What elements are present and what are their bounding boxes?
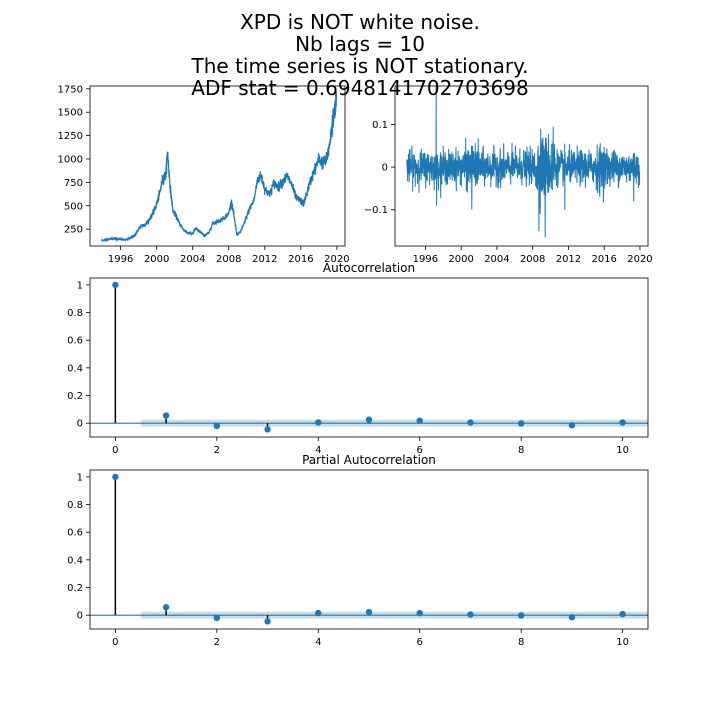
- pacf-ytick-label: 0.4: [67, 555, 83, 566]
- returns-axes: 1996 2000 2004 2008 2012 2016 2020 −0.1 0 0.1: [364, 85, 653, 265]
- price-xtick-label: 2020: [324, 254, 349, 265]
- acf-marker-lag-3: [264, 426, 271, 433]
- returns-plot-area: [406, 86, 640, 238]
- acf-ytick-label: 0: [77, 419, 83, 430]
- acf-ytick-label: 0.4: [67, 363, 83, 374]
- returns-xtick-label: 2012: [556, 254, 581, 265]
- acf-xtick-label: 4: [315, 445, 321, 456]
- price-axes: 1996 2000 2004 2008 2012 2016 2020 250 500 750 100…: [58, 84, 350, 265]
- price-ytick-label: 1500: [58, 108, 83, 119]
- pacf-ytick-label: 1: [77, 472, 83, 483]
- price-xtick-label: 2012: [252, 254, 277, 265]
- pacf-xtick-label: 10: [616, 637, 629, 648]
- pacf-marker-lag-4: [315, 609, 322, 617]
- acf-xtick-label: 6: [417, 445, 423, 456]
- acf-ytick-label: 0.6: [67, 336, 83, 347]
- acf-marker-lag-10: [619, 419, 626, 426]
- pacf-marker-lag-7: [467, 611, 474, 618]
- acf-marker-lag-8: [517, 420, 525, 427]
- pacf-xtick-label: 0: [112, 637, 118, 648]
- acf-ytick-label: 0.2: [67, 391, 83, 402]
- suptitle-line-2: Nb lags = 10: [295, 32, 425, 56]
- price-ytick-label: 500: [64, 201, 83, 212]
- pacf-title: Partial Autocorrelation: [302, 453, 436, 467]
- acf-plot-area: [90, 281, 648, 433]
- returns-ytick-label: 0: [382, 163, 388, 174]
- pacf-ytick-label: 0.2: [67, 583, 83, 594]
- price-xtick-label: 2004: [180, 254, 205, 265]
- acf-xtick-label: 0: [112, 445, 118, 456]
- returns-series-line: [406, 86, 640, 238]
- price-xtick-label: 2008: [216, 254, 241, 265]
- returns-xtick-label: 1996: [413, 254, 438, 265]
- pacf-marker-lag-2: [213, 614, 221, 622]
- acf-xtick-label: 8: [518, 445, 524, 456]
- acf-marker-lag-1: [162, 412, 170, 419]
- acf-frame: [89, 277, 649, 438]
- pacf-marker-lag-6: [416, 609, 423, 617]
- pacf-marker-lag-10: [619, 610, 626, 618]
- price-xtick-label: 2016: [288, 254, 313, 265]
- pacf-marker-lag-0: [112, 473, 119, 481]
- price-frame: [89, 85, 346, 247]
- returns-xtick-label: 2008: [520, 254, 545, 265]
- price-xtick-label: 1996: [108, 254, 133, 265]
- pacf-xtick-label: 4: [315, 637, 321, 648]
- pacf-ytick-label: 0: [77, 611, 83, 622]
- pacf-xtick-label: 8: [518, 637, 524, 648]
- price-ytick-label: 1750: [58, 84, 83, 95]
- suptitle-line-4: ADF stat = 0.6948141702703698: [191, 76, 529, 100]
- price-ytick-label: 1000: [58, 154, 83, 165]
- pacf-ytick-label: 0.8: [67, 500, 83, 511]
- pacf-plot-area: [90, 473, 648, 625]
- acf-marker-lag-6: [416, 417, 423, 424]
- pacf-marker-lag-3: [264, 618, 271, 625]
- returns-xtick-label: 2016: [591, 254, 616, 265]
- acf-ytick-label: 0.8: [67, 308, 83, 319]
- acf-xtick-label: 2: [214, 445, 220, 456]
- acf-marker-lag-0: [112, 281, 119, 289]
- pacf-xtick-label: 2: [214, 637, 220, 648]
- price-ytick-label: 1250: [58, 131, 83, 142]
- pacf-ytick-label: 0.6: [67, 528, 83, 539]
- suptitle-line-1: XPD is NOT white noise.: [240, 10, 480, 34]
- pacf-marker-lag-9: [568, 614, 576, 621]
- returns-xtick-label: 2020: [627, 254, 652, 265]
- returns-ytick-label: −0.1: [364, 205, 388, 216]
- returns-xtick-label: 2000: [448, 254, 473, 265]
- acf-ytick-label: 1: [77, 280, 83, 291]
- suptitle-line-3: The time series is NOT stationary.: [191, 54, 529, 78]
- pacf-marker-lag-1: [162, 603, 170, 611]
- acf-marker-lag-9: [568, 422, 576, 429]
- pacf-xtick-label: 6: [417, 637, 423, 648]
- acf-axes: 0 2 4 6 8 10 0 0.2 0.4 0.6 0.8 1 Autocorrelation: [67, 261, 649, 456]
- price-series-line: [101, 89, 337, 243]
- pacf-marker-lag-8: [517, 612, 525, 619]
- acf-marker-lag-2: [213, 422, 221, 430]
- pacf-axes: 0 2 4 6 8 10 0 0.2 0.4 0.6 0.8 1 Partial Autocorrela…: [67, 453, 649, 648]
- acf-title: Autocorrelation: [323, 261, 415, 275]
- returns-ytick-label: 0.1: [372, 120, 388, 131]
- pacf-marker-lag-5: [365, 608, 373, 616]
- price-xtick-label: 2000: [144, 254, 169, 265]
- returns-frame: [394, 85, 649, 247]
- returns-xtick-label: 2004: [484, 254, 509, 265]
- acf-marker-lag-5: [365, 416, 373, 423]
- price-plot-area: [101, 89, 337, 243]
- acf-marker-lag-4: [315, 419, 322, 426]
- acf-xtick-label: 10: [616, 445, 629, 456]
- acf-marker-lag-7: [467, 419, 474, 426]
- price-ytick-label: 250: [64, 225, 83, 236]
- pacf-frame: [89, 469, 649, 630]
- price-ytick-label: 750: [64, 178, 83, 189]
